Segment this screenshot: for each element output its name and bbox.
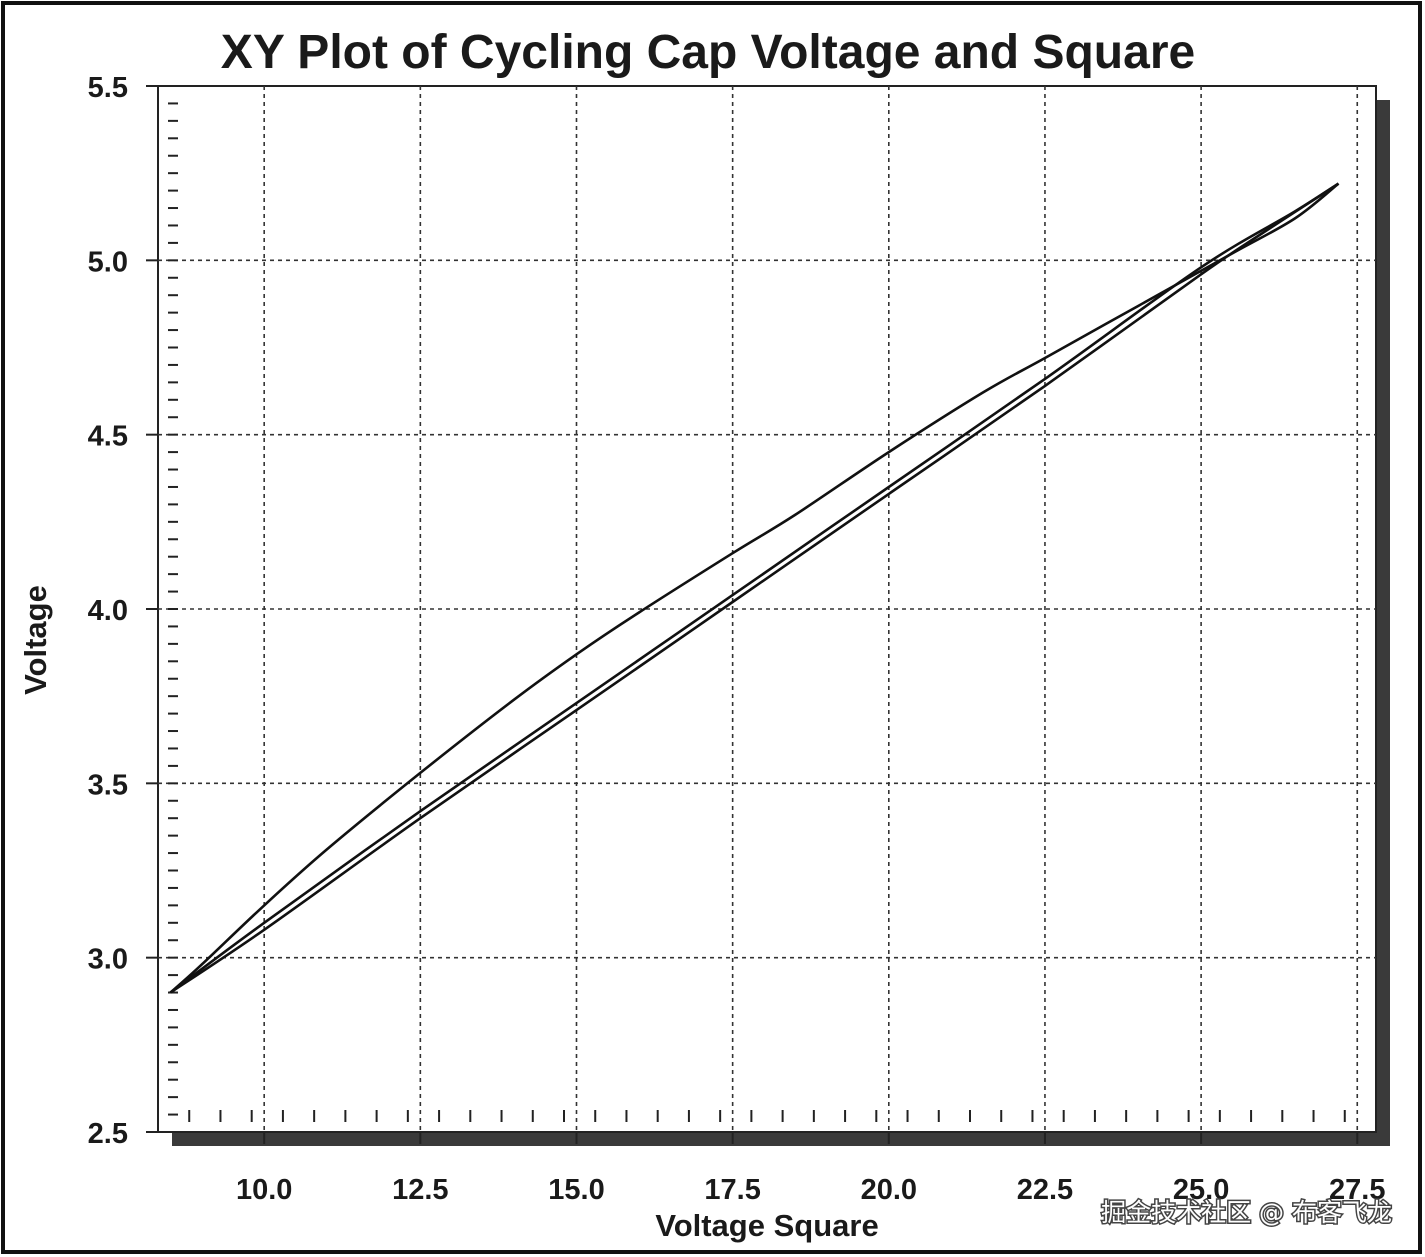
x-tick-label: 15.0 xyxy=(548,1174,604,1206)
y-axis-label: Voltage xyxy=(18,585,53,695)
grid-lines xyxy=(146,85,1376,1144)
series-layer xyxy=(169,182,1340,994)
y-tick-label: 2.5 xyxy=(88,1118,128,1150)
series-line-2 xyxy=(169,182,1340,994)
x-axis-label: Voltage Square xyxy=(655,1208,878,1243)
x-tick-label: 25.0 xyxy=(1173,1174,1229,1206)
y-tick-label: 4.0 xyxy=(88,595,128,627)
series-line-1 xyxy=(169,182,1340,994)
tick-labels: 10.0 12.5 15.0 17.5 20.0 22.5 25.0 27.5 2.5 3.0 3.… xyxy=(88,72,1386,1206)
y-tick-label: 4.5 xyxy=(88,421,128,453)
x-tick-label: 22.5 xyxy=(1017,1174,1073,1206)
y-tick-label: 5.5 xyxy=(88,72,128,104)
x-tick-label: 17.5 xyxy=(704,1174,760,1206)
watermark-text: 掘金技术社区 @ 布客飞龙 xyxy=(1101,1198,1392,1227)
y-tick-label: 3.0 xyxy=(88,944,128,976)
series-line-3 xyxy=(169,182,1340,994)
x-tick-label: 10.0 xyxy=(236,1174,292,1206)
y-tick-label: 5.0 xyxy=(88,246,128,278)
x-tick-label: 20.0 xyxy=(861,1174,917,1206)
y-tick-label: 3.5 xyxy=(88,769,128,801)
x-tick-label: 12.5 xyxy=(392,1174,448,1206)
chart-title: XY Plot of Cycling Cap Voltage and Squar… xyxy=(221,26,1195,79)
x-tick-label: 27.5 xyxy=(1329,1174,1385,1206)
minor-ticks xyxy=(168,102,1346,1122)
